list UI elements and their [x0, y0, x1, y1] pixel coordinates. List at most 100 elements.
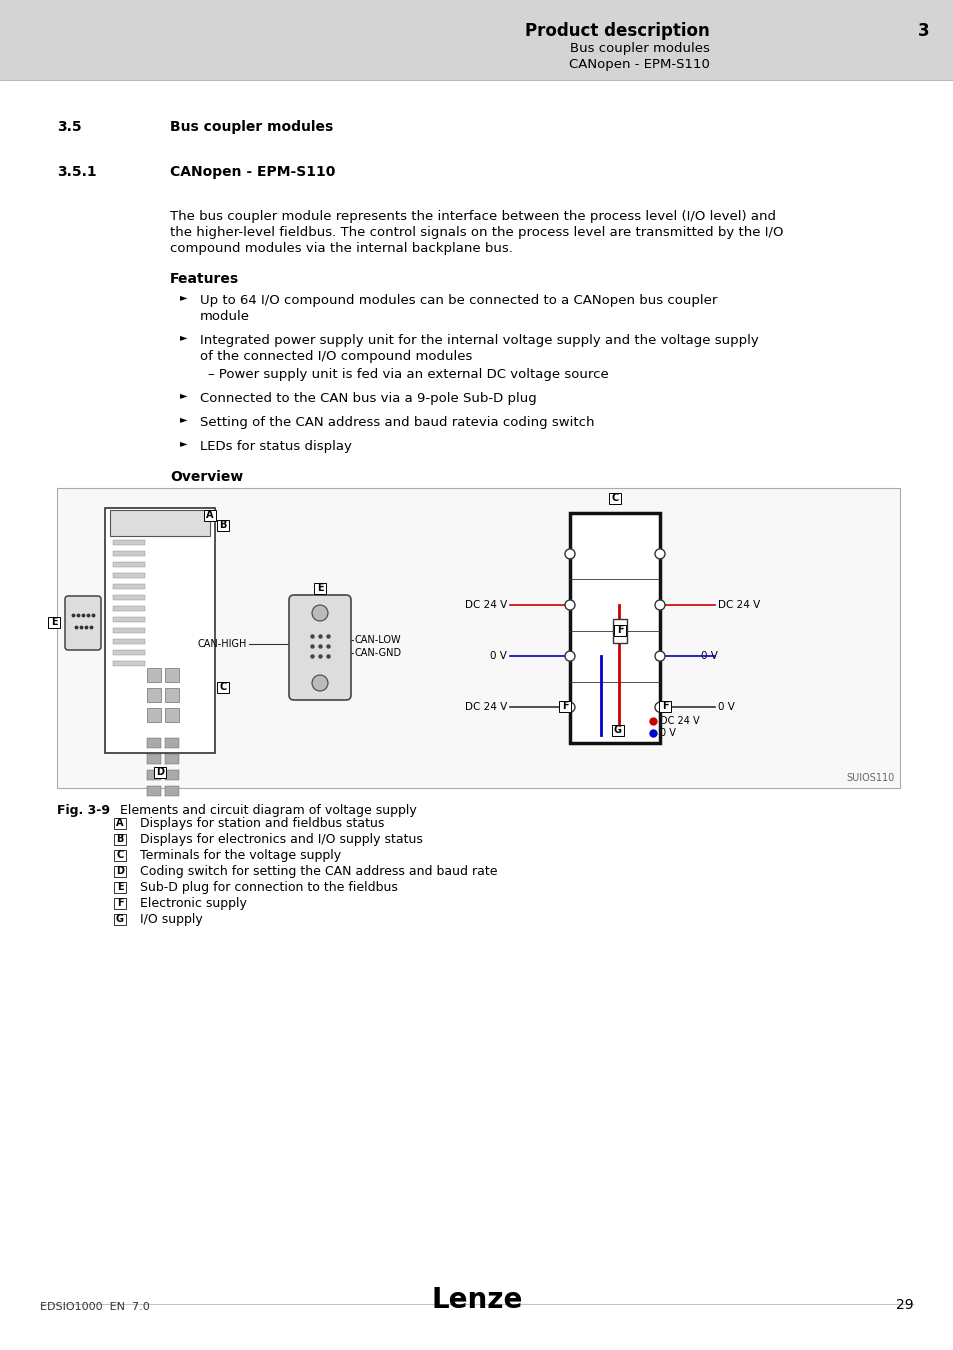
Text: Overview: Overview [170, 470, 243, 485]
Text: SUIOS110: SUIOS110 [846, 774, 894, 783]
Text: D: D [156, 767, 164, 778]
Bar [113, 865, 126, 878]
Text: F: F [661, 701, 668, 711]
Text: DC 24 V: DC 24 V [464, 702, 506, 713]
Text: Terminals for the voltage supply: Terminals for the voltage supply [140, 849, 341, 861]
Bar [165, 738, 179, 748]
Text: E: E [316, 583, 323, 593]
Text: 6: 6 [644, 599, 651, 610]
Circle shape [564, 549, 575, 559]
Text: Elements and circuit diagram of voltage supply: Elements and circuit diagram of voltage … [120, 805, 416, 817]
Text: G: G [614, 725, 621, 734]
Bar [165, 755, 179, 764]
Text: 0 V: 0 V [490, 651, 506, 661]
Text: F: F [616, 625, 622, 634]
Text: C: C [611, 493, 618, 504]
Bar [112, 585, 145, 589]
Circle shape [655, 702, 664, 713]
Text: Up to 64 I/O compound modules can be connected to a CANopen bus coupler: Up to 64 I/O compound modules can be con… [200, 294, 717, 306]
Text: F: F [561, 701, 568, 711]
Circle shape [655, 599, 664, 610]
Bar [569, 513, 659, 742]
Text: Product description: Product description [525, 22, 709, 40]
Text: of the connected I/O compound modules: of the connected I/O compound modules [200, 350, 472, 363]
Text: ►: ► [180, 437, 188, 448]
Bar [216, 520, 229, 531]
Bar [165, 688, 179, 702]
Bar [608, 493, 620, 504]
Bar [112, 617, 145, 622]
Bar [165, 668, 179, 682]
Text: Bus coupler modules: Bus coupler modules [170, 120, 333, 134]
Bar [113, 850, 126, 861]
Text: 29: 29 [896, 1297, 913, 1312]
Text: DC 24 V: DC 24 V [659, 716, 699, 726]
Text: F: F [116, 898, 123, 909]
FancyBboxPatch shape [289, 595, 351, 701]
Bar [147, 707, 161, 722]
Circle shape [564, 702, 575, 713]
Text: 0 V: 0 V [700, 651, 718, 661]
Text: C: C [219, 682, 227, 693]
Text: CAN-LOW: CAN-LOW [355, 634, 401, 645]
Text: CAN-HIGH: CAN-HIGH [197, 639, 247, 649]
Text: compound modules via the internal backplane bus.: compound modules via the internal backpl… [170, 242, 513, 255]
Bar [112, 662, 145, 666]
Bar [113, 882, 126, 892]
Bar [112, 540, 145, 545]
Text: 3.5.1: 3.5.1 [57, 165, 96, 180]
Text: A: A [206, 510, 213, 520]
Text: LEDs for status display: LEDs for status display [200, 440, 352, 454]
Text: Displays for electronics and I/O supply status: Displays for electronics and I/O supply … [140, 833, 422, 845]
Text: DC 24 V: DC 24 V [718, 599, 760, 610]
Text: 3: 3 [578, 651, 584, 661]
Circle shape [312, 605, 328, 621]
Bar [147, 786, 161, 796]
Text: 0 V: 0 V [718, 702, 734, 713]
Text: Connected to the CAN bus via a 9-pole Sub-D plug: Connected to the CAN bus via a 9-pole Su… [200, 392, 537, 405]
Bar [113, 898, 126, 909]
Bar [112, 628, 145, 633]
Text: the higher-level fieldbus. The control signals on the process level are transmit: the higher-level fieldbus. The control s… [170, 225, 782, 239]
Bar [612, 725, 623, 736]
Bar [147, 688, 161, 702]
Text: 0 V: 0 V [659, 728, 675, 738]
Bar [113, 818, 126, 829]
Bar [112, 606, 145, 612]
Text: Displays for station and fieldbus status: Displays for station and fieldbus status [140, 817, 384, 829]
Bar [147, 738, 161, 748]
Text: Lenze: Lenze [431, 1287, 522, 1314]
Circle shape [564, 651, 575, 661]
Bar [558, 701, 571, 713]
Text: 1: 1 [578, 549, 584, 559]
Text: EDSIO1000  EN  7.0: EDSIO1000 EN 7.0 [40, 1301, 150, 1312]
FancyBboxPatch shape [65, 595, 101, 649]
Text: Fig. 3-9: Fig. 3-9 [57, 805, 110, 817]
Text: E: E [116, 882, 123, 892]
Bar [314, 583, 326, 594]
Circle shape [312, 675, 328, 691]
Bar [110, 510, 210, 536]
Text: CAN-GND: CAN-GND [355, 648, 402, 657]
Bar [147, 755, 161, 764]
Bar [147, 668, 161, 682]
Bar [113, 834, 126, 845]
Bar [659, 701, 670, 713]
Bar [0, 0, 953, 80]
Text: ►: ► [180, 414, 188, 424]
Bar [613, 618, 626, 643]
Bar [112, 595, 145, 599]
Text: E: E [51, 617, 57, 626]
Text: DC 24 V: DC 24 V [464, 599, 506, 610]
Text: 7: 7 [644, 651, 651, 661]
Text: Setting of the CAN address and baud ratevia coding switch: Setting of the CAN address and baud rate… [200, 416, 594, 429]
Text: I/O supply: I/O supply [140, 913, 203, 926]
Text: CANopen - EPM-S110: CANopen - EPM-S110 [170, 165, 335, 180]
Bar [57, 487, 899, 788]
Bar [105, 508, 214, 753]
Bar [112, 562, 145, 567]
Bar [48, 617, 60, 628]
Bar [112, 551, 145, 556]
Text: module: module [200, 310, 250, 323]
Text: C: C [116, 850, 124, 860]
